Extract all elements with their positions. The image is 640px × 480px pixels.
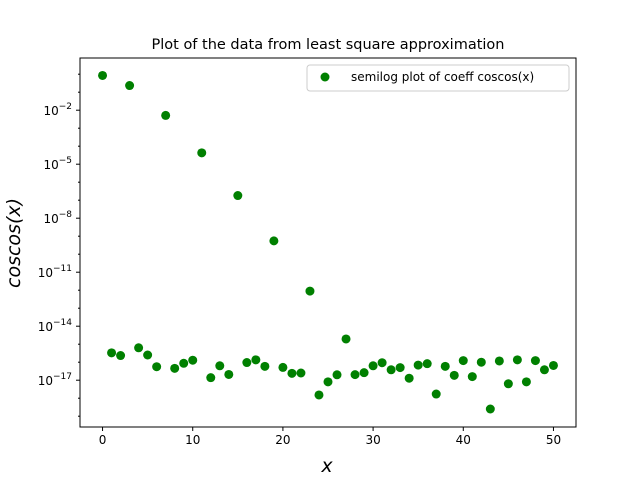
data-point (260, 361, 270, 371)
data-point (323, 377, 333, 387)
data-point (224, 369, 234, 379)
data-point (170, 363, 180, 373)
data-point (467, 372, 477, 382)
data-point (332, 370, 342, 380)
data-point (314, 390, 324, 400)
data-point (539, 365, 549, 375)
legend-marker (320, 72, 330, 82)
data-point (233, 191, 243, 201)
x-tick-label: 40 (456, 433, 471, 447)
legend-label: semilog plot of coeff coscos(x) (351, 70, 534, 84)
x-tick-label: 30 (365, 433, 380, 447)
data-point (512, 355, 522, 365)
y-tick-label: 10−8 (43, 210, 72, 226)
data-point (107, 348, 117, 358)
data-point (179, 358, 189, 368)
chart-title: Plot of the data from least square appro… (152, 37, 505, 53)
data-point (143, 350, 153, 360)
data-point (98, 70, 108, 80)
data-point (395, 363, 405, 373)
data-point (125, 81, 135, 91)
data-point (341, 334, 351, 344)
legend: semilog plot of coeff coscos(x) (306, 64, 570, 92)
data-point (458, 356, 468, 366)
data-point (449, 370, 459, 380)
y-axis-label: coscos(x) (3, 198, 25, 288)
data-point (296, 368, 306, 378)
data-point (161, 110, 171, 120)
data-point (503, 379, 513, 389)
plot-area (98, 70, 558, 414)
data-point (440, 361, 450, 371)
data-point (269, 236, 279, 246)
data-point (287, 368, 297, 378)
data-point (251, 355, 261, 365)
data-point (548, 360, 558, 370)
x-axis-label: x (320, 455, 333, 477)
data-point (431, 389, 441, 399)
data-point (530, 356, 540, 366)
data-point (215, 361, 225, 371)
plot-frame (79, 57, 577, 428)
data-point (134, 343, 144, 353)
data-point (377, 358, 387, 368)
data-point (116, 351, 126, 361)
y-tick-label: 10−11 (38, 264, 72, 280)
x-tick-label: 20 (275, 433, 290, 447)
x-tick-label: 0 (99, 433, 107, 447)
data-point (422, 359, 432, 369)
data-point (305, 286, 315, 296)
data-point (494, 356, 504, 366)
y-axis: 10−2 10−5 10−8 10−11 10−14 10−17 (38, 73, 80, 417)
data-point (188, 355, 198, 365)
data-point (242, 358, 252, 368)
data-point (152, 362, 162, 372)
data-point (476, 357, 486, 367)
data-point (521, 377, 531, 387)
data-point (413, 360, 423, 370)
x-tick-label: 50 (546, 433, 561, 447)
data-point (197, 148, 207, 158)
y-tick-label: 10−17 (38, 372, 72, 388)
data-point (206, 373, 216, 383)
x-axis: 0 10 20 30 40 50 (99, 427, 561, 447)
data-point (350, 370, 360, 380)
x-tick-label: 10 (185, 433, 200, 447)
data-point (368, 361, 378, 371)
data-point (386, 365, 396, 375)
data-point (359, 368, 369, 378)
y-tick-label: 10−5 (43, 156, 72, 172)
legend-box (306, 64, 570, 92)
data-point (278, 362, 288, 372)
data-point (404, 373, 414, 383)
y-tick-label: 10−14 (38, 318, 73, 334)
y-tick-label: 10−2 (43, 102, 72, 118)
data-point (485, 404, 495, 414)
